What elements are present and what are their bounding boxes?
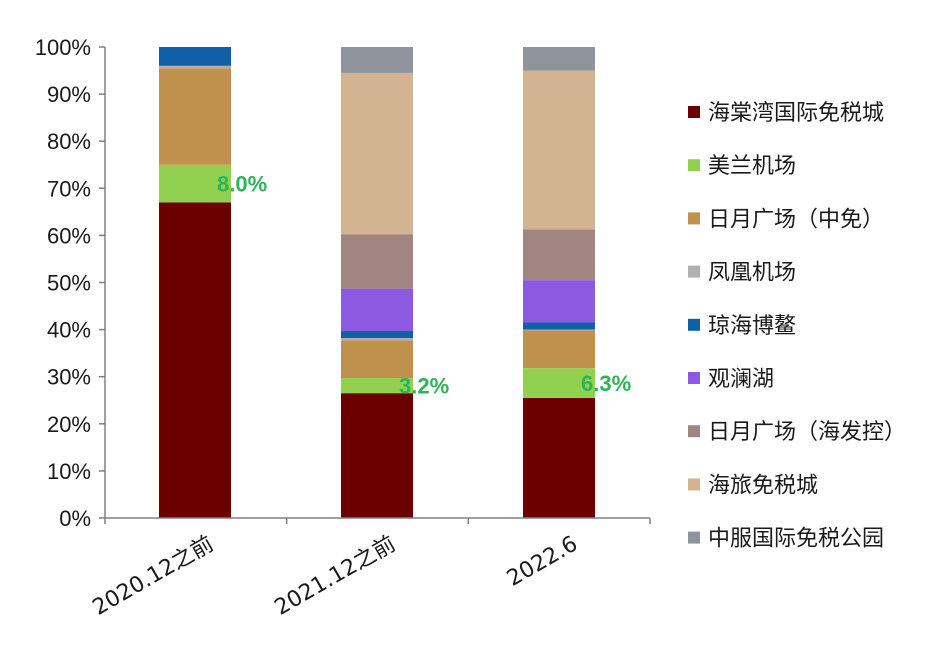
bar-segment	[341, 288, 413, 332]
bar-segment	[159, 164, 231, 203]
legend-label: 凤凰机场	[708, 261, 796, 286]
x-category-label: 2021.12之前	[271, 532, 400, 621]
y-tick-label: 30%	[47, 365, 91, 390]
y-tick-label: 50%	[47, 271, 91, 296]
bar-segment	[523, 322, 595, 330]
bar-segment	[159, 68, 231, 165]
legend-swatch	[688, 478, 700, 491]
y-tick-label: 70%	[47, 176, 91, 201]
legend-item: 海棠湾国际免税城	[688, 101, 884, 126]
bar-stack	[523, 47, 595, 518]
legend-item: 琼海博鳌	[688, 314, 796, 339]
y-tick-label: 100%	[35, 35, 91, 60]
data-labels: 8.0% 3.2% 6.3%	[217, 172, 631, 399]
bars	[159, 47, 595, 518]
bar-segment	[341, 393, 413, 518]
y-tick-label: 40%	[47, 318, 91, 343]
bar-segment	[523, 368, 595, 398]
bar-segment	[341, 331, 413, 339]
legend-label: 日月广场（中免）	[708, 207, 884, 232]
legend-label: 海旅免税城	[708, 473, 818, 498]
legend-swatch	[688, 265, 700, 278]
y-tick-label: 20%	[47, 412, 91, 437]
y-axis: 0% 10% 20% 30% 40% 50% 60% 70% 80% 90% 100%	[35, 35, 106, 531]
y-tick-label: 90%	[47, 82, 91, 107]
bar-stack	[341, 47, 413, 518]
legend-label: 美兰机场	[708, 154, 796, 179]
bar-segment	[341, 72, 413, 235]
legend-label: 海棠湾国际免税城	[708, 101, 884, 126]
data-label: 8.0%	[217, 172, 267, 197]
legend-item: 日月广场（海发控）	[688, 420, 906, 445]
bar-segment	[341, 234, 413, 289]
x-axis: 2020.12之前 2021.12之前 2022.6	[89, 517, 651, 621]
legend-label: 观澜湖	[708, 367, 774, 392]
data-label: 3.2%	[399, 374, 449, 399]
bar-segment	[341, 378, 413, 394]
legend-swatch	[688, 106, 700, 118]
bar-segment	[523, 70, 595, 230]
legend-label: 日月广场（海发控）	[708, 420, 906, 445]
y-tick-label: 60%	[47, 223, 91, 248]
bar-segment	[523, 329, 595, 331]
bar-segment	[523, 280, 595, 323]
legend-swatch	[688, 318, 700, 331]
legend-swatch	[688, 425, 700, 438]
legend-item: 美兰机场	[688, 154, 796, 179]
bar-stack	[159, 47, 231, 518]
bar-segment	[159, 65, 231, 69]
y-tick-label: 0%	[59, 506, 91, 531]
legend-swatch	[688, 159, 700, 172]
bar-segment	[159, 47, 231, 66]
legend-item: 中服国际免税公园	[688, 527, 884, 552]
bar-segment	[523, 229, 595, 281]
bar-segment	[523, 330, 595, 369]
x-category-label: 2022.6	[503, 532, 582, 592]
bar-segment	[523, 47, 595, 71]
bar-segment	[341, 338, 413, 341]
bar-segment	[341, 340, 413, 379]
bar-segment	[523, 397, 595, 518]
data-label: 6.3%	[581, 371, 631, 396]
legend-label: 琼海博鳌	[708, 314, 796, 339]
y-tick-label: 10%	[47, 459, 91, 484]
bar-segment	[159, 202, 231, 518]
legend-item: 观澜湖	[688, 367, 774, 392]
legend-item: 凤凰机场	[688, 261, 796, 286]
legend-swatch	[688, 212, 700, 225]
legend-item: 海旅免税城	[688, 473, 818, 498]
legend-swatch	[688, 372, 700, 384]
legend-swatch	[688, 531, 700, 544]
x-category-label: 2020.12之前	[89, 532, 218, 621]
legend-item: 日月广场（中免）	[688, 207, 884, 232]
bar-segment	[341, 47, 413, 73]
legend-label: 中服国际免税公园	[708, 527, 884, 552]
y-tick-label: 80%	[47, 129, 91, 154]
